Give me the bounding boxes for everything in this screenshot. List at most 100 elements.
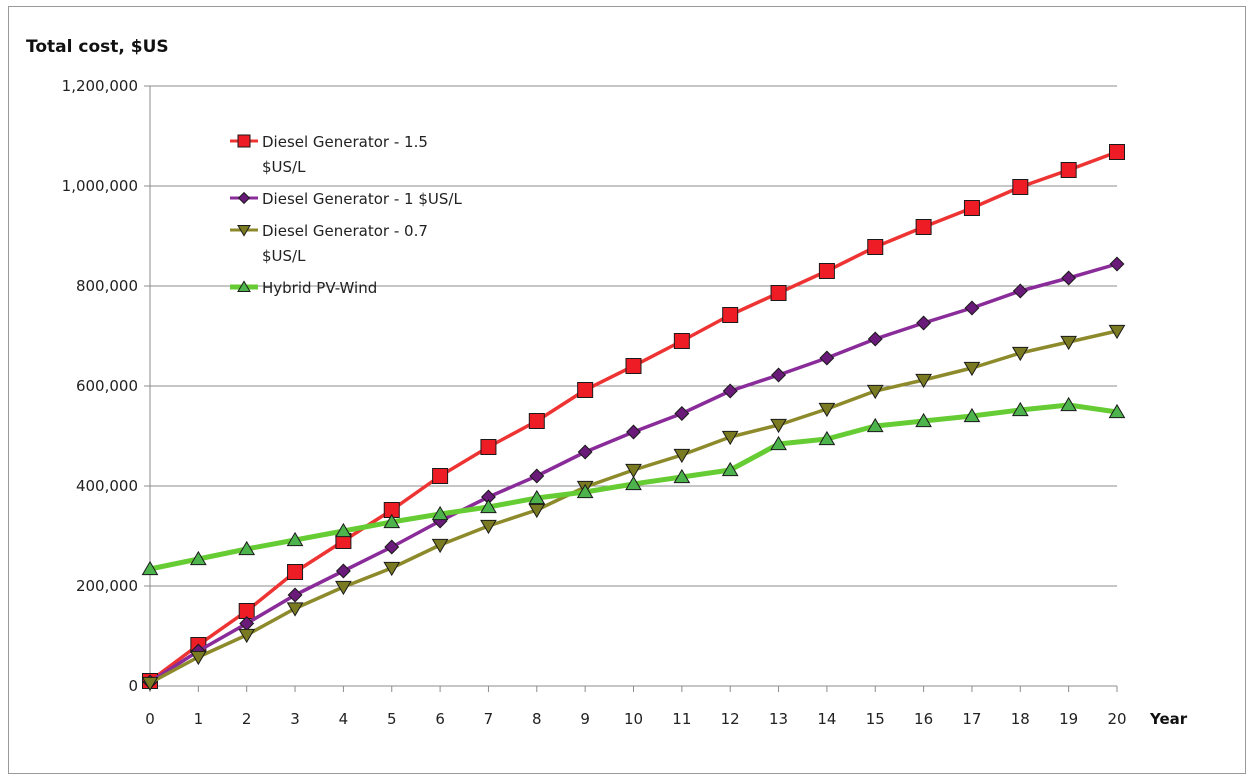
data-point (1108, 403, 1126, 419)
data-point (431, 505, 449, 521)
data-point (673, 333, 690, 349)
x-tick-label: 0 (145, 710, 155, 728)
data-point (770, 285, 787, 301)
legend-label: Diesel Generator - 1 $US/L (262, 190, 462, 208)
data-point (915, 373, 932, 389)
data-point (287, 564, 304, 580)
data-point (867, 239, 884, 255)
legend-marker (237, 134, 251, 148)
data-point (674, 406, 690, 421)
chart-title: Total cost, $US (26, 37, 169, 57)
data-point (189, 650, 207, 666)
data-point (432, 468, 449, 484)
data-point (431, 538, 449, 554)
x-tick-label: 15 (866, 710, 885, 728)
data-point (963, 361, 981, 377)
x-tick-label: 12 (721, 710, 740, 728)
legend-entry-2: Diesel Generator - 1 $US/L (230, 190, 462, 208)
legend-label: $US/L (262, 158, 306, 176)
data-point (480, 498, 497, 514)
data-point (528, 489, 546, 505)
data-point (770, 435, 787, 451)
data-point (141, 676, 159, 692)
data-point (528, 413, 545, 429)
data-point (915, 412, 932, 428)
data-point (577, 382, 594, 398)
legend-entry-3: Diesel Generator - 0.7 $US/L (230, 222, 428, 265)
data-point (238, 628, 256, 644)
x-tick-label: 2 (242, 710, 252, 728)
data-point (722, 307, 739, 323)
data-point (1060, 335, 1078, 351)
data-point (866, 417, 884, 433)
x-tick-label: 8 (532, 710, 542, 728)
data-point (480, 519, 497, 535)
x-tick-label: 18 (1011, 710, 1030, 728)
x-tick-label: 10 (624, 710, 643, 728)
data-point (528, 503, 546, 519)
data-point (771, 367, 787, 383)
data-point (819, 350, 835, 366)
x-tick-label: 17 (962, 710, 981, 728)
data-point (335, 522, 352, 538)
data-point (866, 384, 884, 400)
data-point (1060, 162, 1077, 178)
legend-label: Hybrid PV-Wind (262, 279, 377, 297)
series-line (149, 329, 1118, 685)
data-point (529, 468, 545, 484)
y-tick-label: 200,000 (76, 577, 138, 595)
data-point (1012, 283, 1028, 299)
x-tick-label: 3 (290, 710, 300, 728)
legend-marker (237, 191, 251, 205)
data-point (963, 200, 980, 216)
y-tick-label: 1,000,000 (62, 177, 138, 195)
data-point (625, 463, 642, 479)
data-point (189, 550, 207, 566)
x-axis-label: Year (1149, 710, 1188, 728)
x-tick-label: 1 (194, 710, 204, 728)
y-tick-label: 400,000 (76, 477, 138, 495)
chart-frame (8, 6, 1246, 774)
x-tick-label: 20 (1107, 710, 1126, 728)
data-point (383, 513, 401, 529)
data-point (1108, 324, 1126, 340)
data-point (238, 540, 256, 556)
data-point (625, 475, 642, 491)
data-point (1011, 346, 1029, 362)
data-point (286, 602, 304, 617)
data-point (335, 563, 351, 579)
data-point (964, 300, 980, 316)
data-point (383, 561, 401, 577)
x-tick-label: 19 (1059, 710, 1078, 728)
data-point (818, 402, 836, 418)
data-point (916, 315, 932, 331)
axes: 0 200,000 400,000 600,000 800,000 1,000,000 1,… (62, 77, 1127, 728)
legend-entry-4: Hybrid PV-Wind (230, 279, 377, 297)
data-point (626, 424, 641, 440)
series-3 (141, 324, 1126, 692)
legend-label: Diesel Generator - 1.5 (262, 133, 428, 151)
legend-entry-1: Diesel Generator - 1.5 $US/L (230, 133, 428, 176)
data-point (1060, 396, 1078, 412)
x-tick-label: 16 (914, 710, 933, 728)
x-tick-label: 5 (387, 710, 397, 728)
legend-label: Diesel Generator - 0.7 (262, 222, 428, 240)
data-point (577, 444, 593, 460)
data-point (673, 448, 691, 464)
data-point (770, 418, 787, 434)
y-tick-label: 0 (128, 677, 138, 695)
x-tick-label: 13 (769, 710, 788, 728)
data-point (286, 531, 304, 547)
y-tick-label: 600,000 (76, 377, 138, 395)
x-tick-label: 6 (435, 710, 445, 728)
data-point (1109, 144, 1125, 160)
data-point (915, 219, 932, 235)
data-point (1109, 256, 1125, 272)
data-point (867, 331, 883, 347)
data-point (721, 461, 739, 477)
data-point (480, 439, 497, 455)
legend-marker (237, 280, 251, 292)
data-point (625, 358, 642, 374)
x-tick-label: 7 (484, 710, 494, 728)
